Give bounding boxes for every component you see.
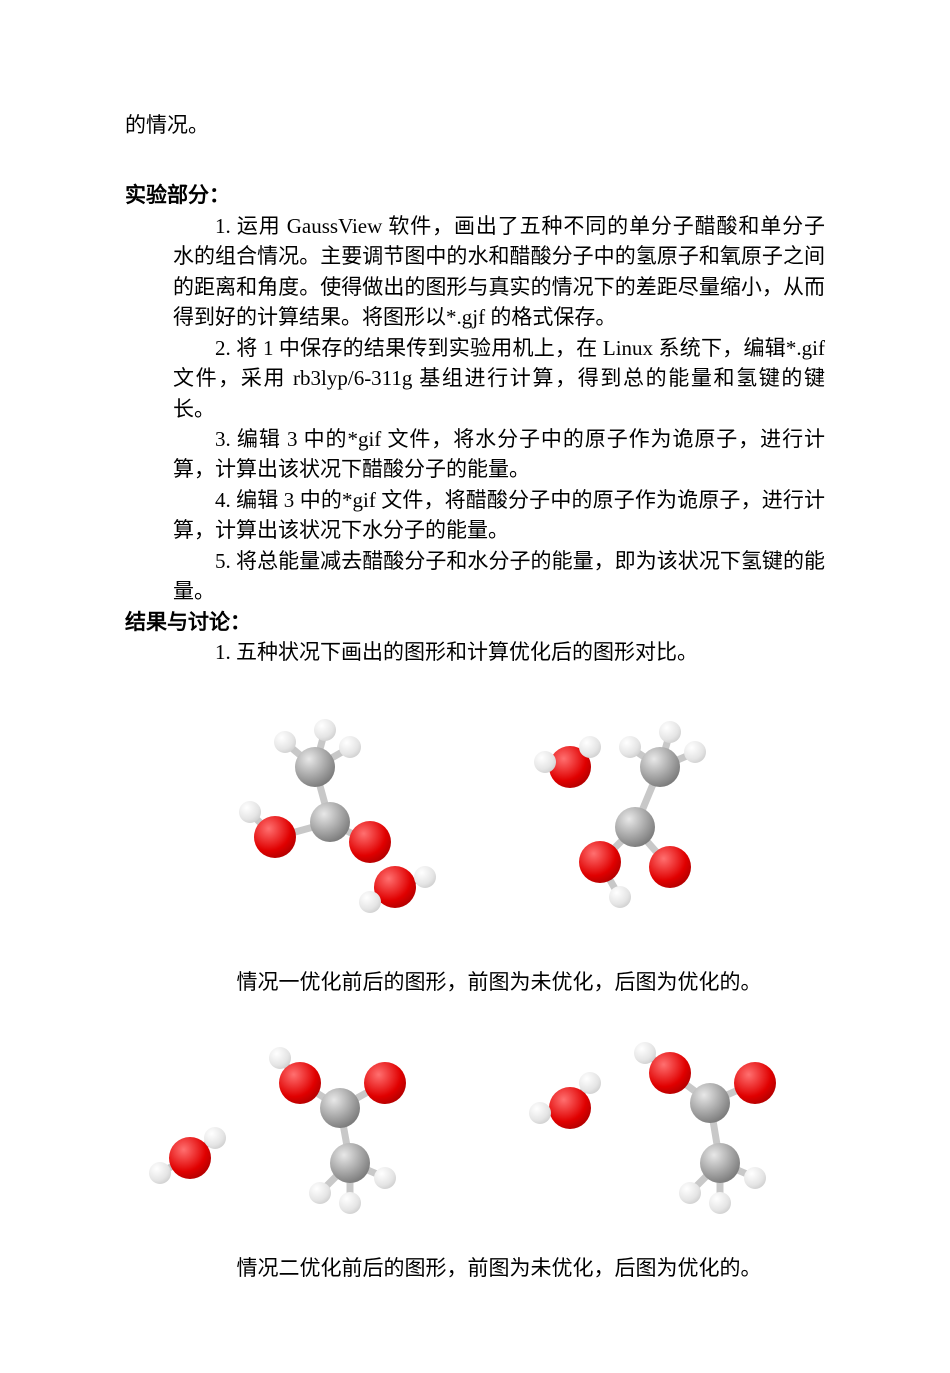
hydrogen-atom — [744, 1167, 766, 1189]
hydrogen-atom — [374, 1167, 396, 1189]
oxygen-atom — [649, 846, 691, 888]
hydrogen-atom — [709, 1192, 731, 1214]
results-heading: 结果与讨论： — [125, 607, 825, 637]
oxygen-atom — [734, 1062, 776, 1104]
hydrogen-atom — [634, 1042, 656, 1064]
molecule-case1-after — [530, 707, 730, 937]
carbon-atom — [295, 747, 335, 787]
hydrogen-atom — [609, 886, 631, 908]
oxygen-atom — [649, 1052, 691, 1094]
oxygen-atom — [349, 821, 391, 863]
hydrogen-atom — [579, 736, 601, 758]
hydrogen-atom — [309, 1182, 331, 1204]
oxygen-atom — [549, 1087, 591, 1129]
hydrogen-atom — [339, 1192, 361, 1214]
molecule-case1-before — [220, 712, 440, 932]
caption-case2: 情况二优化前后的图形，前图为未优化，后图为优化的。 — [125, 1253, 825, 1283]
carbon-atom — [690, 1083, 730, 1123]
hydrogen-atom — [659, 721, 681, 743]
molecule-case2-before — [135, 1038, 455, 1218]
oxygen-atom — [364, 1062, 406, 1104]
oxygen-atom — [254, 816, 296, 858]
oxygen-atom — [279, 1062, 321, 1104]
hydrogen-atom — [269, 1047, 291, 1069]
carbon-atom — [700, 1143, 740, 1183]
experiment-item-5: 5. 将总能量减去醋酸分子和水分子的能量，即为该状况下氢键的能量。 — [173, 546, 825, 607]
oxygen-atom — [579, 841, 621, 883]
hydrogen-atom — [339, 736, 361, 758]
hydrogen-atom — [149, 1162, 171, 1184]
carbon-atom — [330, 1143, 370, 1183]
experiment-item-2: 2. 将 1 中保存的结果传到实验用机上，在 Linux 系统下，编辑*.gif… — [173, 333, 825, 424]
hydrogen-atom — [314, 719, 336, 741]
caption-case1: 情况一优化前后的图形，前图为未优化，后图为优化的。 — [125, 967, 825, 997]
experiment-body: 1. 运用 GaussView 软件，画出了五种不同的单分子醋酸和单分子水的组合… — [125, 211, 825, 607]
experiment-item-3: 3. 编辑 3 中的*gif 文件，将水分子中的原子作为诡原子，进行计算，计算出… — [173, 424, 825, 485]
hydrogen-atom — [679, 1182, 701, 1204]
hydrogen-atom — [529, 1102, 551, 1124]
document-page: 的情况。 实验部分： 1. 运用 GaussView 软件，画出了五种不同的单分… — [0, 0, 950, 1373]
hydrogen-atom — [204, 1127, 226, 1149]
experiment-heading: 实验部分： — [125, 180, 825, 210]
carbon-atom — [320, 1088, 360, 1128]
hydrogen-atom — [684, 741, 706, 763]
experiment-item-1: 1. 运用 GaussView 软件，画出了五种不同的单分子醋酸和单分子水的组合… — [173, 211, 825, 333]
carbon-atom — [310, 802, 350, 842]
results-item-1: 1. 五种状况下画出的图形和计算优化后的图形对比。 — [173, 637, 825, 667]
figure-row-case1 — [125, 707, 825, 937]
experiment-item-4: 4. 编辑 3 中的*gif 文件，将醋酸分子中的原子作为诡原子，进行计算，计算… — [173, 485, 825, 546]
fragment-top: 的情况。 — [125, 110, 825, 140]
hydrogen-atom — [579, 1072, 601, 1094]
figure-row-case2 — [125, 1033, 825, 1223]
molecule-case2-after — [495, 1033, 815, 1223]
results-body: 1. 五种状况下画出的图形和计算优化后的图形对比。 — [125, 637, 825, 667]
hydrogen-atom — [359, 891, 381, 913]
carbon-atom — [640, 747, 680, 787]
hydrogen-atom — [414, 866, 436, 888]
